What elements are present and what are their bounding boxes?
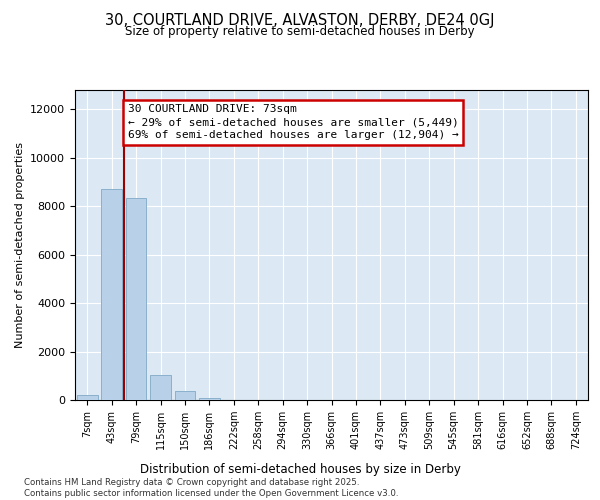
Bar xyxy=(101,190,122,400)
Bar xyxy=(150,374,171,400)
Text: 30, COURTLAND DRIVE, ALVASTON, DERBY, DE24 0GJ: 30, COURTLAND DRIVE, ALVASTON, DERBY, DE… xyxy=(105,12,495,28)
Bar xyxy=(125,198,146,400)
Y-axis label: Number of semi-detached properties: Number of semi-detached properties xyxy=(14,142,25,348)
Text: Contains HM Land Registry data © Crown copyright and database right 2025.
Contai: Contains HM Land Registry data © Crown c… xyxy=(24,478,398,498)
Bar xyxy=(175,391,196,400)
Text: 30 COURTLAND DRIVE: 73sqm
← 29% of semi-detached houses are smaller (5,449)
69% : 30 COURTLAND DRIVE: 73sqm ← 29% of semi-… xyxy=(128,104,458,141)
Bar xyxy=(199,398,220,400)
Text: Distribution of semi-detached houses by size in Derby: Distribution of semi-detached houses by … xyxy=(140,464,460,476)
Text: Size of property relative to semi-detached houses in Derby: Size of property relative to semi-detach… xyxy=(125,25,475,38)
Bar xyxy=(77,395,98,400)
